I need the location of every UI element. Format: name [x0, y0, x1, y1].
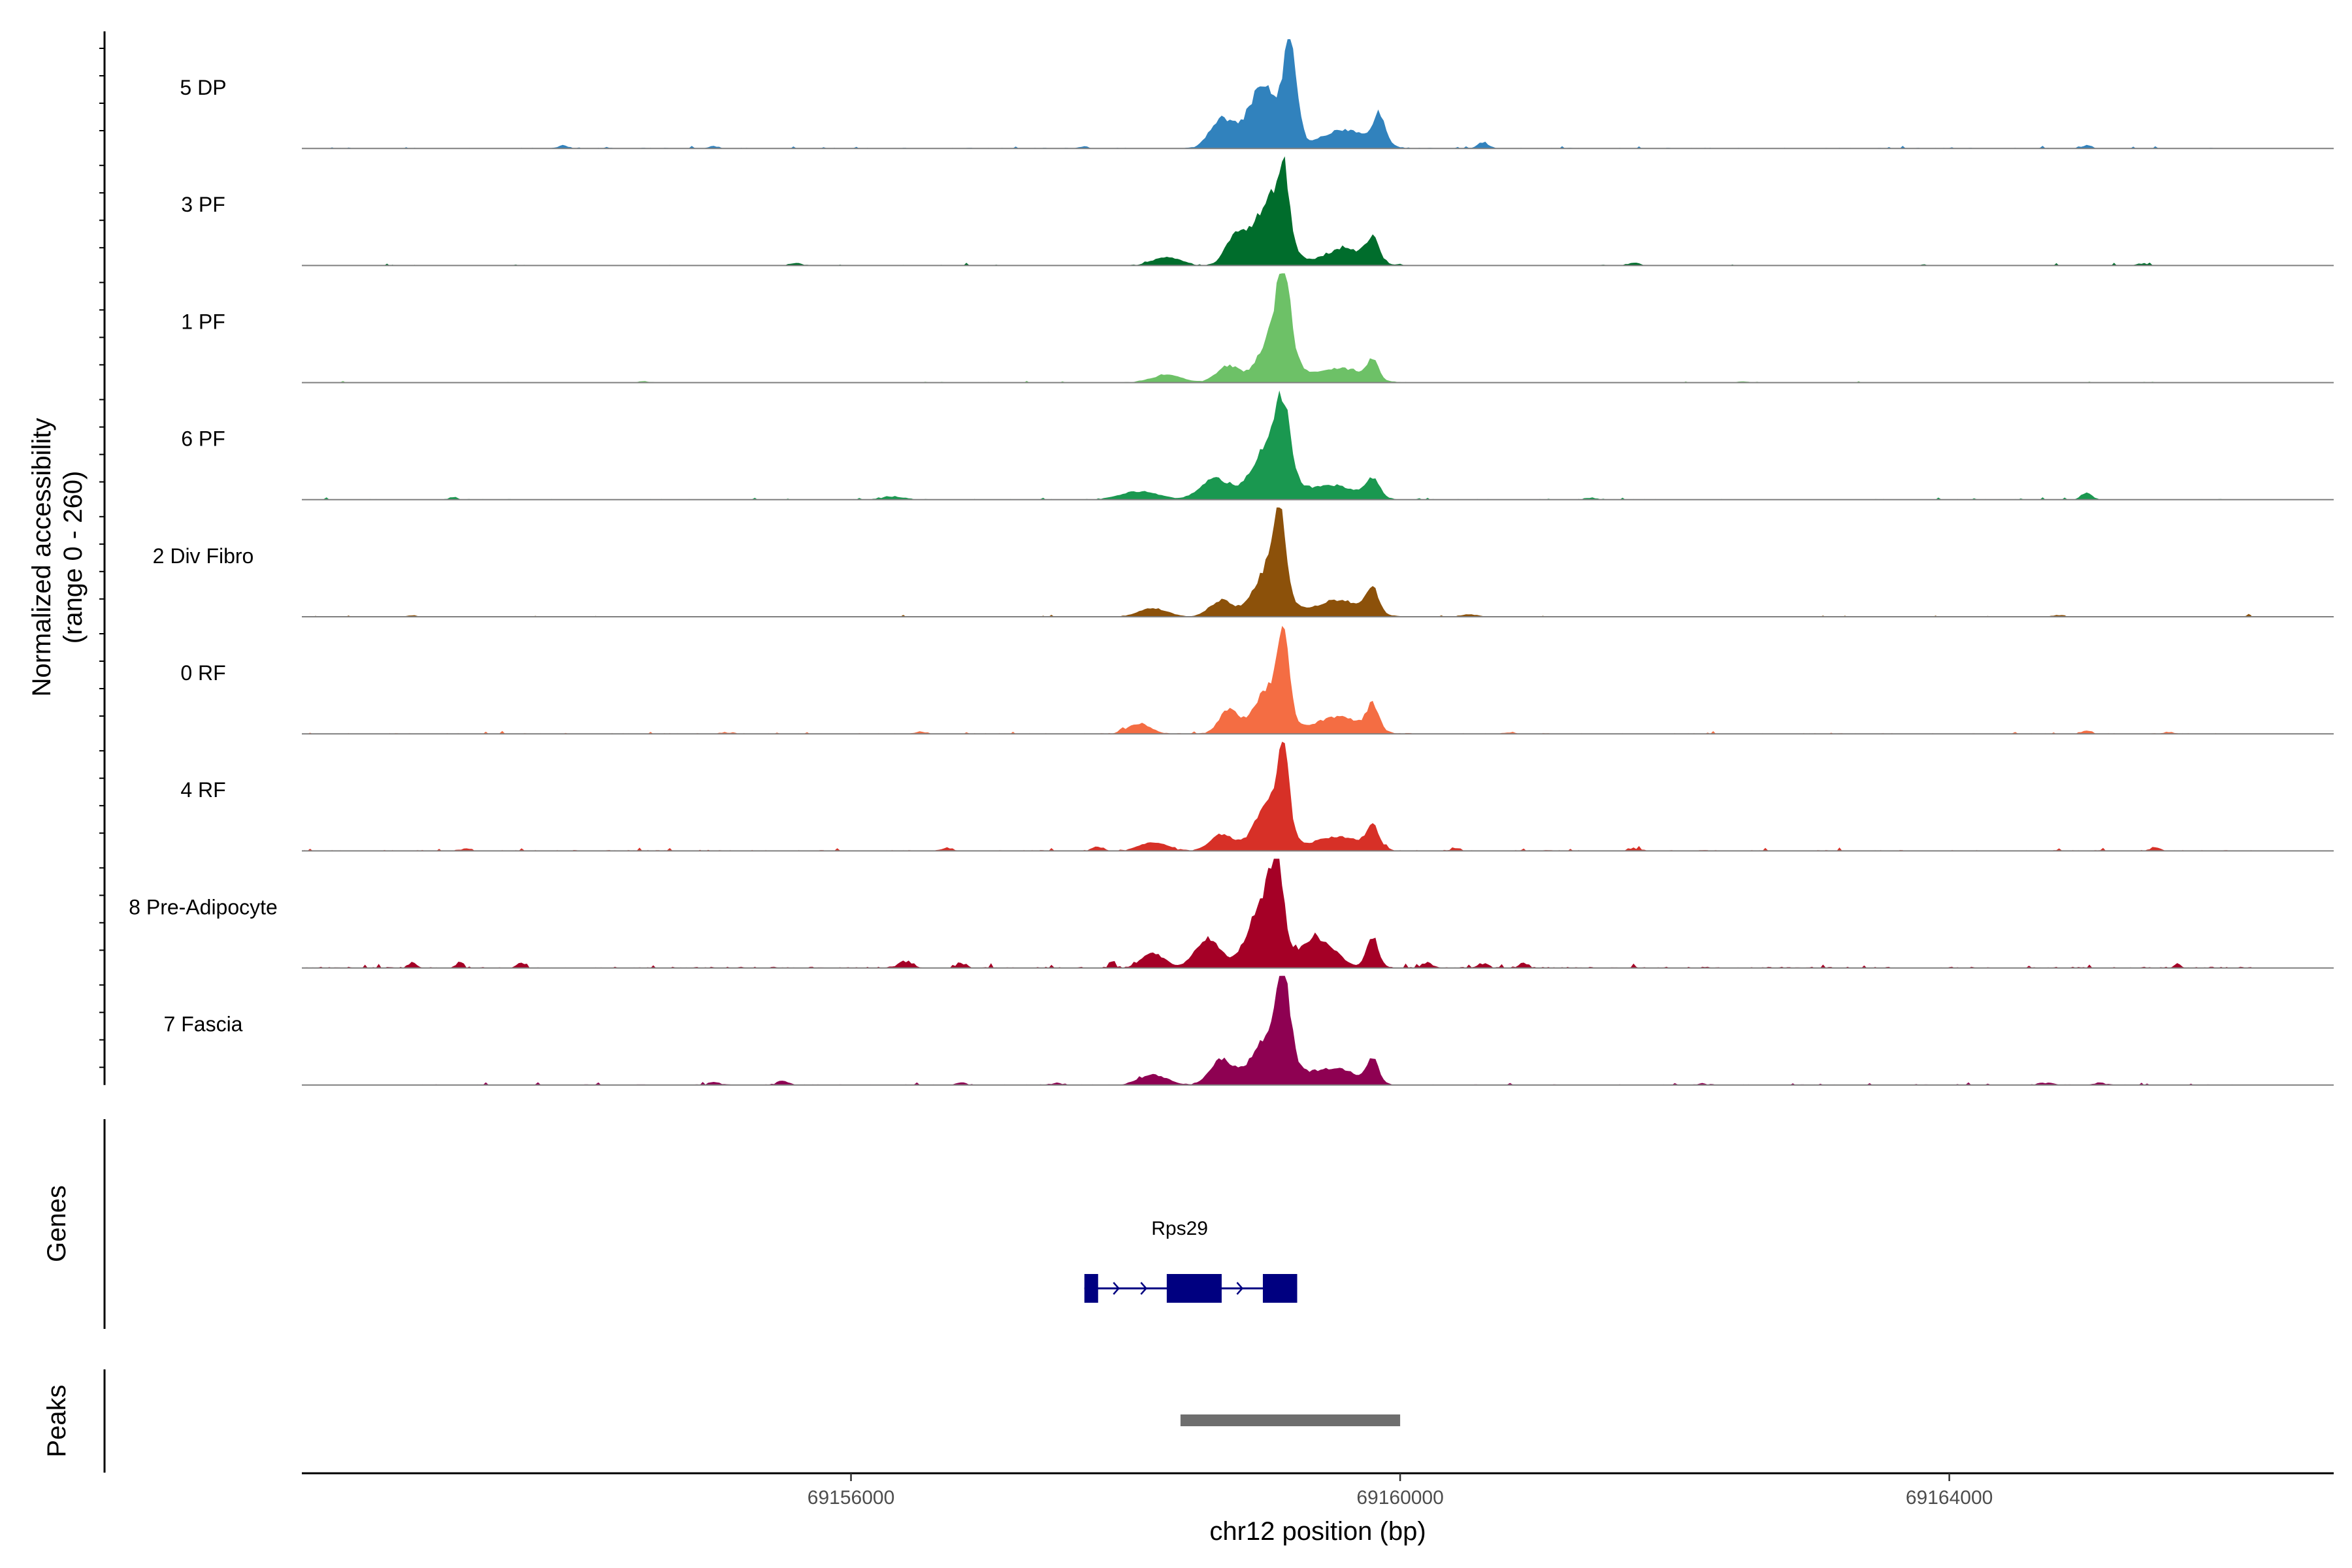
track-7-fascia: 7 Fascia [164, 975, 2334, 1086]
track-label-7-fascia: 7 Fascia [164, 1013, 243, 1036]
track-label-1-pf: 1 PF [181, 310, 225, 333]
coverage-area-6-pf [302, 390, 2251, 500]
gene-strand-arrow [1236, 1282, 1244, 1295]
peaks-track-label: Peaks [42, 1384, 71, 1457]
genes-track-label: Genes [42, 1185, 71, 1262]
x-axis: 69156000 69160000 69164000 [302, 1472, 2334, 1509]
coverage-panel: 5 DP 3 PF 1 PF 6 PF 2 Div Fibro 0 RF 4 RF 8 Pre… [129, 39, 2334, 1086]
coverage-area-7-fascia [302, 975, 2251, 1085]
track-1-pf: 1 PF [181, 273, 2334, 384]
genes-panel: Genes Rps29 [42, 1119, 1298, 1329]
track-label-3-pf: 3 PF [181, 193, 225, 216]
track-label-4-rf: 4 RF [180, 778, 225, 802]
gene-strand-arrow [1113, 1282, 1120, 1295]
coverage-area-0-rf [302, 626, 2251, 734]
gene-strand-arrow [1140, 1282, 1148, 1295]
y-axis-title-line2: (range 0 - 260) [59, 471, 88, 644]
coverage-area-5-dp [302, 39, 2251, 149]
gene-exon-3 [1262, 1274, 1298, 1303]
coverage-area-3-pf [302, 156, 2251, 266]
coverage-area-1-pf [302, 273, 2251, 383]
peaks-panel: Peaks [42, 1369, 1401, 1473]
track-label-2-div-fibro: 2 Div Fibro [153, 544, 254, 568]
gene-exon-1 [1084, 1274, 1098, 1303]
track-label-0-rf: 0 RF [180, 661, 225, 685]
x-tick-label-3: 69164000 [1906, 1487, 1993, 1509]
coverage-area-4-rf [302, 742, 2251, 851]
gene-rps29: Rps29 [1084, 1218, 1298, 1303]
track-label-5-dp: 5 DP [180, 76, 226, 99]
track-label-8-pre-adipocyte: 8 Pre-Adipocyte [129, 895, 278, 919]
x-axis-title: chr12 position (bp) [1209, 1517, 1426, 1546]
track-0-rf: 0 RF [180, 626, 2334, 735]
coverage-area-2-div-fibro [302, 507, 2251, 617]
x-tick-label-1: 69156000 [808, 1487, 894, 1509]
track-5-dp: 5 DP [180, 39, 2334, 150]
gene-exon-2 [1166, 1274, 1222, 1303]
track-4-rf: 4 RF [180, 742, 2334, 852]
peak-region-1 [1180, 1414, 1401, 1426]
y-axis-title-line1: Normalized accessibility [27, 418, 56, 697]
track-6-pf: 6 PF [181, 390, 2334, 500]
coverage-area-8-pre-adipocyte [302, 858, 2251, 968]
track-label-6-pf: 6 PF [181, 427, 225, 451]
x-tick-label-2: 69160000 [1356, 1487, 1443, 1509]
coverage-y-axis [99, 31, 106, 1085]
gene-label-rps29: Rps29 [1151, 1218, 1208, 1239]
track-8-pre-adipocyte: 8 Pre-Adipocyte [129, 858, 2334, 969]
track-2-div-fibro: 2 Div Fibro [153, 507, 2334, 617]
track-3-pf: 3 PF [181, 156, 2334, 267]
